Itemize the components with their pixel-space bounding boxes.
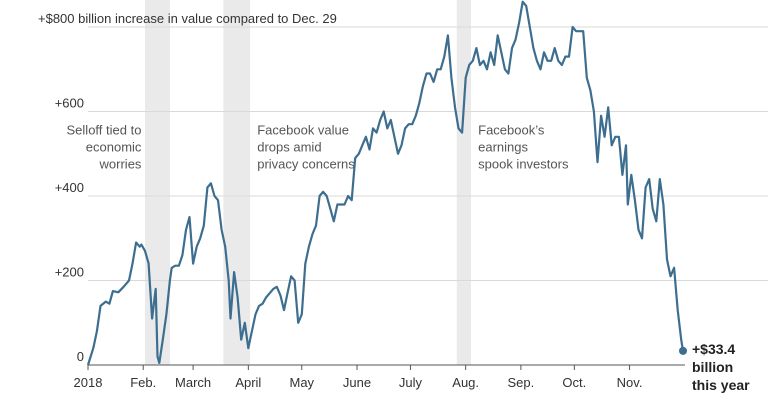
x-tick-label-3: April (235, 375, 261, 390)
y-tick-label-400: +400 (55, 180, 84, 195)
x-tick-label-1: Feb. (130, 375, 156, 390)
annotation-3: Facebook’s earnings spook investors (478, 123, 569, 172)
end-value-line-1: +$33.4 (692, 341, 735, 357)
annotation-3-line-2: earnings (478, 140, 528, 155)
annotation-1: Selloff tied to economic worries (67, 123, 142, 172)
annotation-2-line-3: privacy concerns (257, 157, 355, 172)
x-tick-label-5: June (343, 375, 371, 390)
annotations: Selloff tied to economic worries Facebook v… (67, 123, 569, 172)
y-tick-label-200: +200 (55, 265, 84, 280)
x-tick-label-7: Aug. (452, 375, 479, 390)
x-tick-label-6: July (399, 375, 423, 390)
y-tick-label-0: 0 (77, 349, 84, 364)
annotation-2-line-1: Facebook value (257, 123, 349, 138)
x-tick-label-2: March (175, 375, 211, 390)
annotation-3-line-3: spook investors (478, 157, 569, 172)
end-point-marker (679, 346, 687, 355)
end-value-line-3: this year (692, 377, 750, 393)
x-tick-labels: 2018 Feb. March April May June July Aug. Sep. Oct… (74, 365, 643, 390)
shaded-period-1 (145, 0, 170, 365)
annotation-1-line-1: Selloff tied to (67, 123, 142, 138)
x-tick-label-9: Oct. (562, 375, 586, 390)
y-tick-label-600: +600 (55, 96, 84, 111)
end-value-label: +$33.4 billion this year (692, 341, 750, 393)
end-value-text: +$33.4 billion this year (692, 341, 750, 393)
x-tick-label-4: May (289, 375, 314, 390)
y-tick-label-800: +$800 billion increase in value compared… (38, 11, 337, 26)
x-tick-label-10: Nov. (617, 375, 643, 390)
annotation-3-line-1: Facebook’s (478, 123, 545, 138)
shaded-period-3 (456, 0, 472, 365)
y-tick-labels: 0 +200 +400 +600 +$800 billion increase in v… (38, 11, 337, 364)
x-tick-label-0: 2018 (74, 375, 103, 390)
shaded-period-2 (223, 0, 251, 365)
annotation-2-line-2: drops amid (257, 140, 321, 155)
end-value-line-2: billion (692, 359, 733, 375)
annotation-2: Facebook value drops amid privacy concerns (257, 123, 355, 172)
y-gridlines (88, 26, 768, 281)
annotation-1-line-2: economic (86, 140, 142, 155)
series-line (86, 0, 685, 366)
shaded-periods (145, 0, 472, 365)
annotation-1-line-3: worries (99, 157, 142, 172)
x-tick-label-8: Sep. (508, 375, 535, 390)
